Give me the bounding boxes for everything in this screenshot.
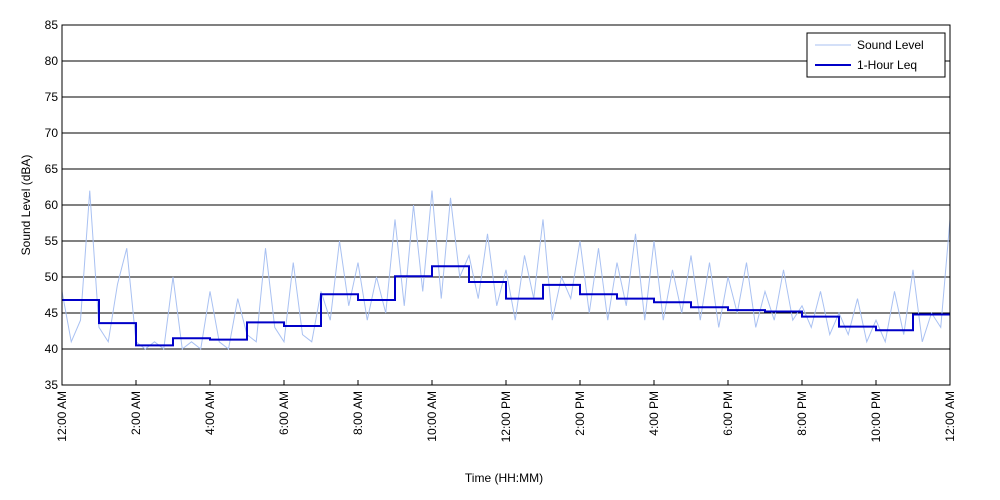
legend-label: Sound Level <box>857 38 924 52</box>
y-tick-label: 45 <box>45 306 59 320</box>
y-tick-label: 60 <box>45 198 59 212</box>
y-tick-label: 55 <box>45 234 59 248</box>
x-tick-label: 2:00 AM <box>129 391 143 435</box>
x-tick-label: 6:00 PM <box>721 391 735 436</box>
x-tick-label: 8:00 PM <box>795 391 809 436</box>
y-axis-label: Sound Level (dBA) <box>19 155 33 256</box>
plot-frame <box>61 24 951 386</box>
leq-step-line <box>62 265 950 347</box>
x-tick-label: 2:00 PM <box>573 391 587 436</box>
x-tick-label: 12:00 AM <box>943 391 957 442</box>
x-tick-label: 12:00 AM <box>55 391 69 442</box>
x-tick-label: 6:00 AM <box>277 391 291 435</box>
y-tick-label: 50 <box>45 270 59 284</box>
y-tick-label: 80 <box>45 54 59 68</box>
x-tick-label: 12:00 PM <box>499 391 513 442</box>
x-tick-label: 10:00 AM <box>425 391 439 442</box>
x-tick-label: 4:00 PM <box>647 391 661 436</box>
x-axis-label: Time (HH:MM) <box>465 471 543 485</box>
y-tick-label: 40 <box>45 342 59 356</box>
y-tick-label: 75 <box>45 90 59 104</box>
y-tick-label: 70 <box>45 126 59 140</box>
legend-box <box>806 32 946 78</box>
y-tick-label: 85 <box>45 18 59 32</box>
legend-label: 1-Hour Leq <box>857 58 917 72</box>
x-tick-label: 8:00 AM <box>351 391 365 435</box>
y-tick-label: 35 <box>45 378 59 392</box>
x-tick-label: 4:00 AM <box>203 391 217 435</box>
y-tick-label: 65 <box>45 162 59 176</box>
x-tick-label: 10:00 PM <box>869 391 883 442</box>
sound-level-line <box>61 190 951 350</box>
